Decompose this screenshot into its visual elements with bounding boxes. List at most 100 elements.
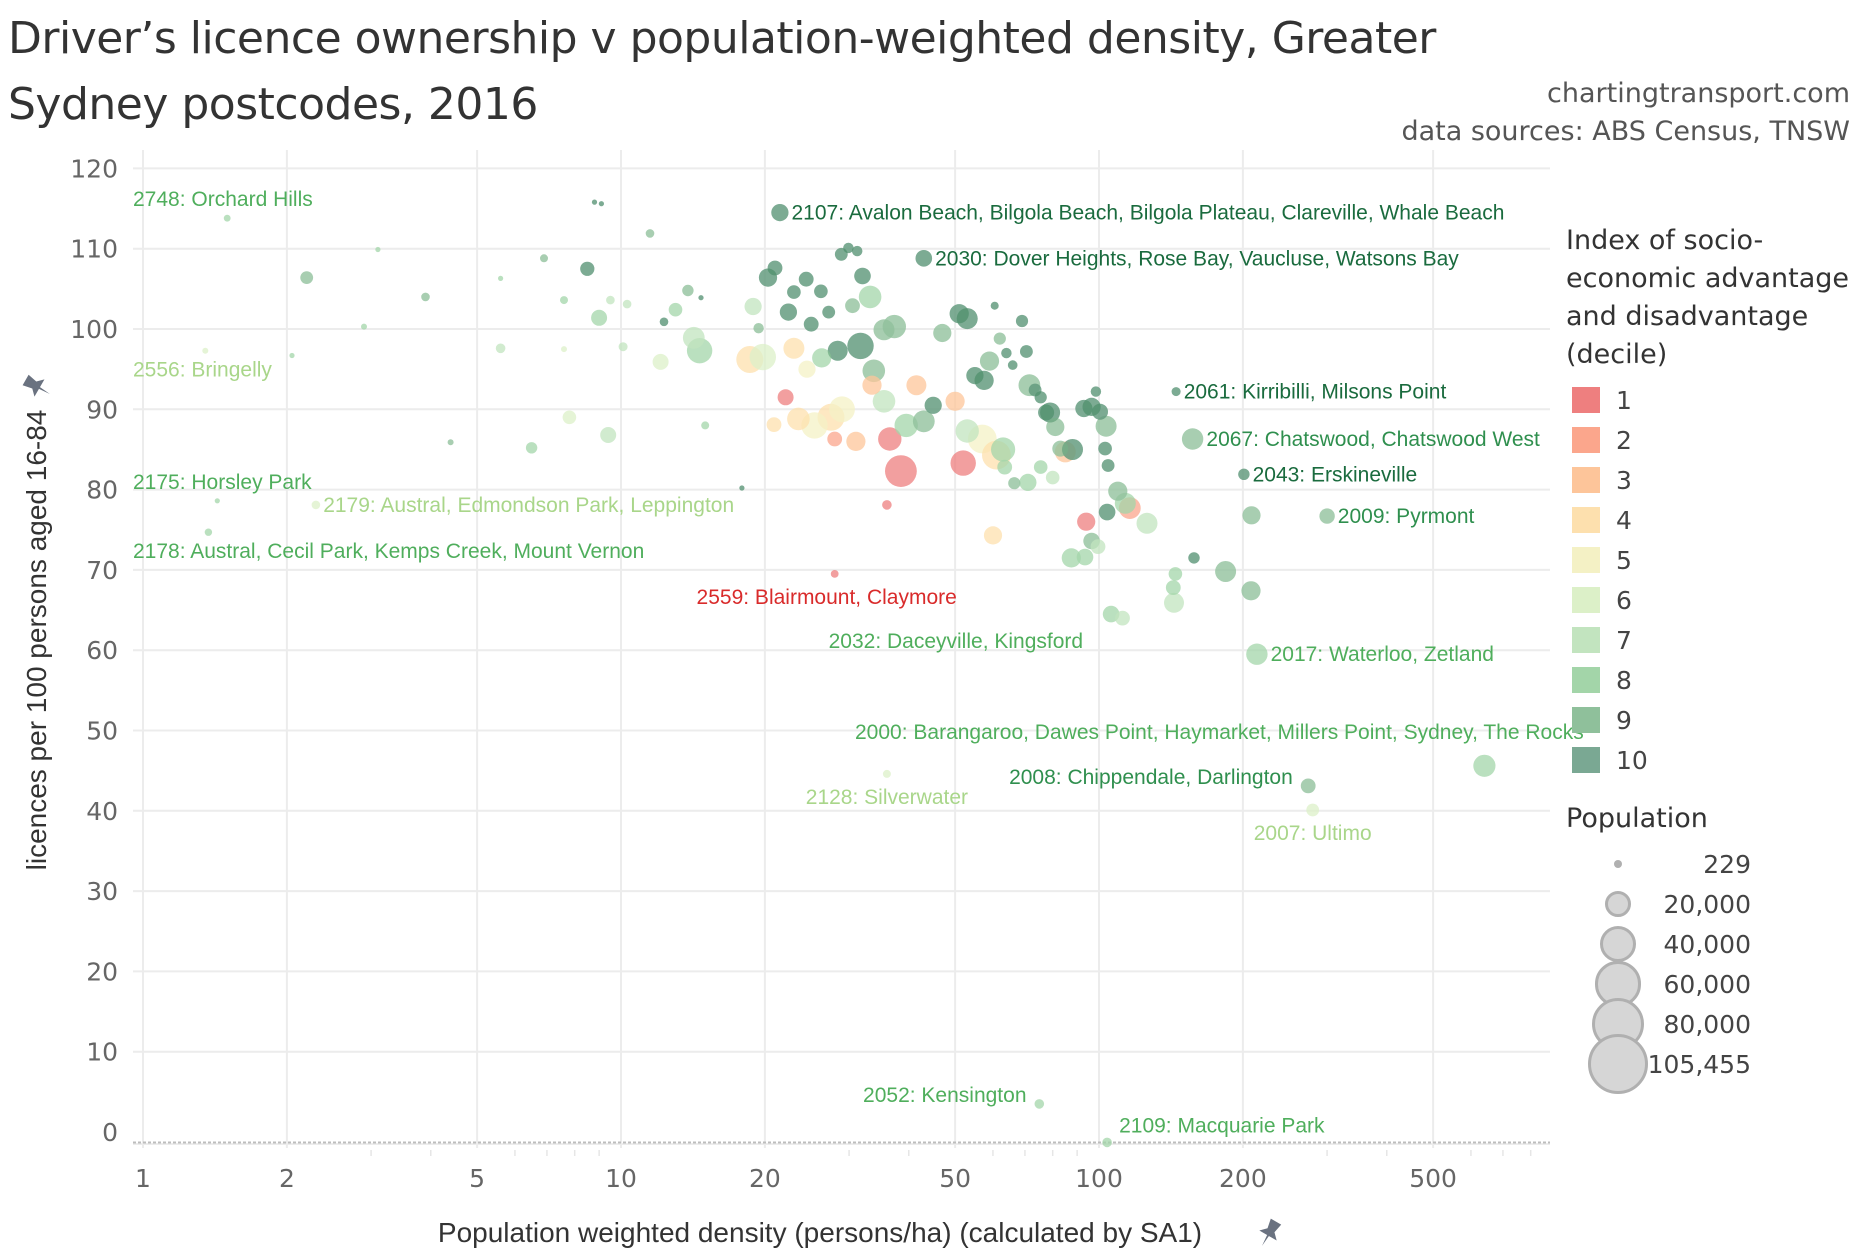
data-point[interactable] [1020,345,1033,358]
annotated-point[interactable] [1473,754,1496,777]
data-point[interactable] [1062,439,1083,460]
data-point[interactable] [1033,460,1048,474]
data-point[interactable] [744,297,762,316]
data-point[interactable] [1092,403,1108,420]
color-legend-item[interactable]: 5 [1566,540,1854,580]
data-point[interactable] [783,337,805,359]
data-point[interactable] [847,332,874,360]
data-point[interactable] [827,340,848,361]
annotated-point[interactable] [1102,1137,1112,1148]
data-point[interactable] [1075,399,1093,418]
data-point[interactable] [701,421,710,430]
data-point[interactable] [822,305,836,319]
data-point[interactable] [739,485,745,491]
annotated-point[interactable] [915,249,933,267]
annotated-point[interactable] [882,769,891,778]
annotated-point[interactable] [214,498,220,504]
data-point[interactable] [912,410,935,433]
data-point[interactable] [945,391,965,411]
color-legend-item[interactable]: 6 [1566,580,1854,620]
size-legend-item[interactable]: 229 [1566,844,1751,884]
data-point[interactable] [979,351,1000,371]
data-point[interactable] [924,396,942,414]
data-point[interactable] [1077,512,1096,531]
y-axis-pin-icon[interactable] [21,371,55,402]
data-point[interactable] [1046,417,1065,437]
data-point[interactable] [1090,539,1106,554]
color-legend-item[interactable]: 1 [1566,380,1854,420]
data-point[interactable] [767,260,783,276]
data-point[interactable] [289,352,295,359]
data-point[interactable] [561,346,567,353]
data-point[interactable] [1061,548,1081,568]
data-point[interactable] [447,439,454,446]
data-point[interactable] [966,367,984,385]
data-point[interactable] [777,389,794,406]
size-legend-item[interactable]: 20,000 [1566,884,1751,924]
annotated-point[interactable] [771,204,789,222]
data-point[interactable] [598,201,605,207]
data-point[interactable] [600,427,617,443]
data-point[interactable] [1168,567,1183,581]
size-legend-item[interactable]: 40,000 [1566,924,1751,964]
data-point[interactable] [798,360,816,378]
size-legend-item[interactable]: 80,000 [1566,997,1751,1051]
data-point[interactable] [495,343,506,354]
data-point[interactable] [1090,386,1102,397]
color-legend-item[interactable]: 8 [1566,660,1854,700]
annotated-point[interactable] [1246,643,1268,665]
color-legend-item[interactable]: 9 [1566,700,1854,740]
data-point[interactable] [1076,548,1094,566]
data-point[interactable] [1165,580,1181,595]
data-point[interactable] [1242,506,1261,525]
data-point[interactable] [1098,503,1116,521]
data-point[interactable] [1101,459,1115,472]
data-point[interactable] [591,199,598,205]
data-point[interactable] [950,450,976,476]
data-point[interactable] [652,353,669,370]
annotated-point[interactable] [1181,428,1204,450]
data-point[interactable] [858,285,882,309]
annotated-point[interactable] [1300,778,1316,794]
data-point[interactable] [1164,592,1184,613]
data-point[interactable] [1098,441,1112,456]
data-point[interactable] [766,417,782,432]
data-point[interactable] [983,526,1003,545]
color-legend-item[interactable]: 10 [1566,740,1854,780]
data-point[interactable] [580,261,595,276]
data-point[interactable] [843,242,854,254]
data-point[interactable] [894,413,918,438]
data-point[interactable] [498,275,504,281]
data-point[interactable] [1108,481,1128,501]
data-point[interactable] [949,304,969,324]
data-point[interactable] [753,323,764,334]
data-point[interactable] [812,348,832,368]
data-point[interactable] [1052,440,1069,457]
data-point[interactable] [1045,470,1060,485]
data-point[interactable] [991,437,1016,462]
data-point[interactable] [300,271,314,284]
data-point[interactable] [885,455,917,487]
x-axis-pin-icon[interactable] [1253,1217,1284,1251]
annotated-point[interactable] [830,570,839,578]
data-point[interactable] [814,284,828,299]
data-point[interactable] [682,284,694,297]
data-point[interactable] [622,299,632,309]
data-point[interactable] [1241,581,1261,601]
color-legend-item[interactable]: 2 [1566,420,1854,460]
color-legend-item[interactable]: 7 [1566,620,1854,660]
data-point[interactable] [668,302,683,317]
data-point[interactable] [990,301,999,310]
data-point[interactable] [955,419,979,443]
data-point[interactable] [1115,610,1130,626]
data-point[interactable] [845,298,860,314]
data-point[interactable] [421,292,430,302]
annotated-point[interactable] [1034,1099,1045,1109]
color-legend-item[interactable]: 4 [1566,500,1854,540]
data-point[interactable] [562,410,577,425]
annotated-point[interactable] [1238,468,1250,480]
data-point[interactable] [873,319,895,341]
data-point[interactable] [1015,314,1029,328]
data-point[interactable] [827,431,843,447]
data-point[interactable] [618,342,628,352]
